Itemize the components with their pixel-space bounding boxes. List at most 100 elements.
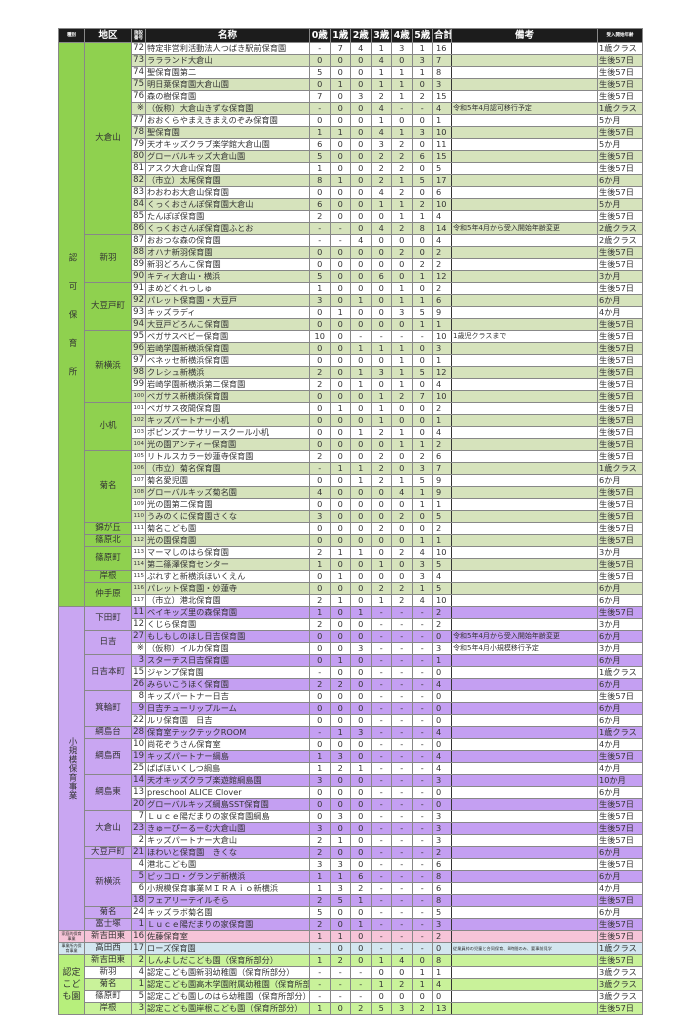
vacancy-age-0: 1 — [309, 870, 331, 883]
vacancy-age-1: 0 — [329, 186, 351, 199]
facility-name: （市立）港北保育園 — [145, 594, 310, 607]
vacancy-total: 8 — [432, 870, 452, 883]
vacancy-age-2: - — [350, 978, 372, 991]
remarks — [451, 810, 598, 823]
table-row: 日吉 27 もしもしのほし日吉保育園 0 0 0- - -0 令和5年4月から受入開始年齢変更 6… — [58, 630, 643, 655]
vacancy-age-3: 0 — [370, 258, 392, 271]
vacancy-age-0: - — [309, 462, 331, 475]
facility-number: 80 — [131, 150, 146, 163]
vacancy-age-0: 2 — [309, 450, 331, 463]
vacancy-age-2: 0 — [350, 414, 372, 427]
district-cell: 仲手原 — [84, 582, 132, 607]
facility-number: 95 — [131, 330, 146, 343]
start-age: 生後57日 — [597, 810, 643, 823]
vacancy-age-3: - — [370, 822, 392, 835]
table-row: 菊名 1 認定こども園高木学園附属幼稚園（保育所部分） - - -1 2 1 4 3歳クラス — [58, 978, 643, 991]
vacancy-age-5: 0 — [411, 282, 433, 295]
vacancy-total: 2 — [432, 402, 452, 415]
vacancy-age-3: 2 — [370, 474, 392, 487]
district-cell: 菊名 — [84, 978, 132, 991]
remarks — [451, 690, 598, 703]
district-cell: 篠原町 — [84, 546, 132, 571]
start-age: 2歳クラス — [597, 222, 643, 235]
vacancy-age-1: - — [329, 966, 351, 979]
vacancy-age-3: - — [370, 870, 392, 883]
remarks — [451, 234, 598, 247]
vacancy-age-0: 0 — [309, 642, 331, 655]
vacancy-age-5: - — [411, 702, 433, 715]
vacancy-total: 0 — [432, 786, 452, 799]
vacancy-age-4: 1 — [391, 354, 413, 367]
facility-name: たんぽぽ保育園 — [145, 210, 310, 223]
vacancy-age-1: 0 — [329, 150, 351, 163]
vacancy-age-1: 0 — [329, 642, 351, 655]
vacancy-total: 6 — [432, 450, 452, 463]
vacancy-age-4: - — [391, 882, 413, 895]
table-row: ※ （仮称）大倉山きずな保育園 -0 0 4- -4 令和5年4月認可移行予定 1歳クラス — [58, 102, 643, 115]
vacancy-total: 10 — [432, 198, 452, 211]
vacancy-age-5: - — [411, 606, 433, 619]
start-age: 生後57日 — [597, 330, 643, 343]
vacancy-age-5: 5 — [411, 474, 433, 487]
start-age: 生後57日 — [597, 390, 643, 403]
vacancy-age-2: 0 — [350, 246, 372, 259]
vacancy-age-0: 0 — [309, 342, 331, 355]
vacancy-age-2: 0 — [350, 822, 372, 835]
vacancy-age-0: - — [309, 966, 331, 979]
facility-number: 81 — [131, 162, 146, 175]
vacancy-total: 1 — [432, 498, 452, 511]
vacancy-age-3: 6 — [370, 270, 392, 283]
facility-name: 天才キッズクラブ楽学館大倉山園 — [145, 138, 310, 151]
vacancy-age-3: 4 — [370, 54, 392, 67]
table-row: 6 小規模保育事業ＭＩＲＡｉｏ新横浜 1 3 2- - -6 4か月 — [58, 882, 643, 895]
remarks — [451, 294, 598, 307]
vacancy-age-1: 1 — [329, 78, 351, 91]
vacancy-age-4: 1 — [391, 366, 413, 379]
table-row: 13 preschool ALICE Clover 0 0 0- - -0 6か月 — [58, 786, 643, 799]
vacancy-age-2: 0 — [350, 114, 372, 127]
vacancy-age-3: - — [370, 894, 392, 907]
remarks — [451, 162, 598, 175]
vacancy-total: 3 — [432, 78, 452, 91]
vacancy-age-4: 2 — [391, 390, 413, 403]
start-age: 生後57日 — [597, 954, 643, 967]
vacancy-age-0: 2 — [309, 366, 331, 379]
table-row: 110 うみのくに保育園さくな 3 0 0 0 2 0 5 生後57日 — [58, 510, 643, 523]
vacancy-total: 0 — [432, 630, 452, 643]
remarks — [451, 966, 598, 979]
remarks — [451, 378, 598, 391]
vacancy-age-2: 0 — [350, 858, 372, 871]
vacancy-age-1: 0 — [329, 282, 351, 295]
facility-number: 99 — [131, 378, 146, 391]
facility-name: 光の園アンティー保育園 — [145, 438, 310, 451]
vacancy-age-0: 0 — [309, 318, 331, 331]
vacancy-age-0: 6 — [309, 138, 331, 151]
vacancy-age-2: 4 — [350, 42, 372, 55]
remarks — [451, 954, 598, 967]
remarks — [451, 138, 598, 151]
facility-number: 23 — [131, 822, 146, 835]
remarks — [451, 930, 598, 943]
remarks — [451, 258, 598, 271]
facility-number: 107 — [131, 474, 146, 487]
start-age: 3歳クラス — [597, 990, 643, 1003]
vacancy-age-5: 0 — [411, 246, 433, 259]
vacancy-age-1: 1 — [329, 462, 351, 475]
header-name: 名称 — [145, 28, 310, 43]
vacancy-age-4: 4 — [391, 486, 413, 499]
table-row: 92 パレット保育園・大豆戸 3 0 1 0 1 1 6 6か月 — [58, 294, 643, 307]
district-cell: 大豆戸町 — [84, 846, 132, 859]
vacancy-age-5: - — [411, 918, 433, 931]
table-row: 岸根 115 ぷれすと新横浜ほいくえん 0 1 0 0 0 3 4 生後57日 — [58, 570, 643, 583]
facility-number: 104 — [131, 438, 146, 451]
table-row: 小規模保育事業 下田町 11 ベイキッズ里の森保育園 1 0 1- - -2 生後57日 — [58, 606, 643, 931]
vacancy-total: 2 — [432, 930, 452, 943]
vacancy-total: 1 — [432, 534, 452, 547]
vacancy-age-2: 0 — [350, 102, 372, 115]
vacancy-total: 4 — [432, 426, 452, 439]
facility-number: 73 — [131, 54, 146, 67]
vacancy-age-5: 3 — [411, 126, 433, 139]
facility-name: マーマしのはら保育園 — [145, 546, 310, 559]
vacancy-age-1: 0 — [329, 90, 351, 103]
vacancy-age-4: 2 — [391, 510, 413, 523]
